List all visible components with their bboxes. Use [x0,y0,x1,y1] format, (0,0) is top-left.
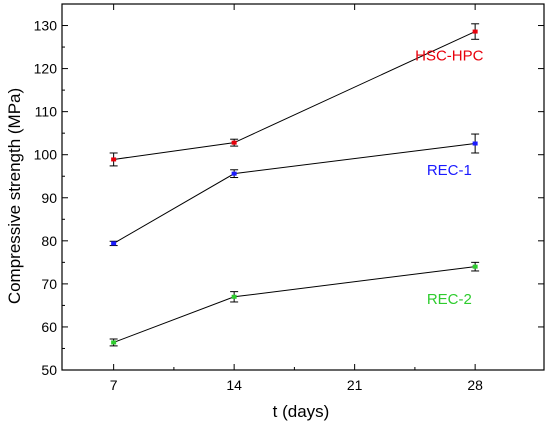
series-label: HSC-HPC [415,48,484,65]
data-point [472,264,478,269]
y-tick-label: 80 [41,233,57,249]
series-line [113,143,476,244]
data-point [231,140,237,145]
x-tick-label: 14 [226,377,242,393]
plot-area: 7 14 21 28 50 60 70 80 90 100 110 120 130 HSC-HPC REC-… [34,3,545,393]
x-axis-title: t (days) [273,402,330,421]
data-point [111,157,117,162]
series-label: REC-2 [427,291,472,308]
y-tick-label: 110 [35,104,58,120]
y-tick-label: 120 [34,61,58,77]
data-point [111,340,117,345]
x-tick-label: 7 [110,377,118,393]
y-tick-label: 130 [34,18,58,34]
y-tick-label: 50 [41,362,57,378]
y-tick-label: 100 [34,147,58,163]
y-tick-label: 70 [41,276,57,292]
y-axis-title: Compressive strength (MPa) [5,88,24,304]
y-tick-label: 90 [41,190,57,206]
x-tick-label: 28 [467,377,483,393]
data-point [111,241,117,246]
plot-frame [61,3,545,371]
data-point [231,294,237,299]
y-tick-label: 60 [41,319,57,335]
series-label: REC-1 [427,162,472,179]
data-point [231,171,237,176]
series-line [113,266,476,343]
x-tick-label: 21 [347,377,363,393]
data-point [472,141,478,146]
data-point [472,29,478,34]
